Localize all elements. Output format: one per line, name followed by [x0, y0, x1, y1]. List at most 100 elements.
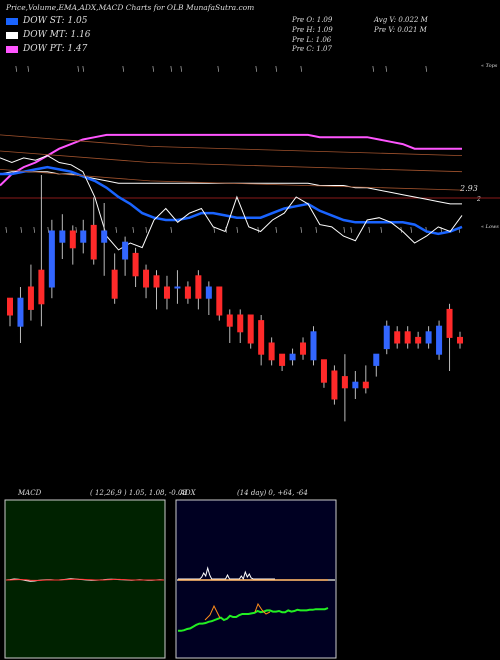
- top-marker: \: [15, 65, 17, 73]
- candle-body: [237, 314, 244, 333]
- series-line-price: [0, 155, 463, 251]
- low-marker: \: [33, 226, 35, 234]
- candle-body: [216, 286, 223, 316]
- top-marker: \: [425, 65, 427, 73]
- candle-body: [425, 331, 432, 344]
- candle-body: [101, 230, 108, 243]
- adx-params: (14 day) 0, +64, -64: [237, 489, 308, 497]
- candle-body: [69, 230, 76, 249]
- candle-body: [48, 230, 55, 288]
- legend-dow-pt-label: DOW PT: 1.47: [23, 44, 88, 54]
- tops-label: « Tops: [481, 63, 498, 69]
- adx-orange-accent: [254, 602, 271, 615]
- top-marker: \: [275, 65, 277, 73]
- series-line-dow-pt: [0, 133, 462, 187]
- stat-prev-low: Pre L: 1.06: [292, 36, 332, 44]
- low-marker: \: [5, 226, 7, 234]
- candle-body: [195, 275, 202, 299]
- legend-dow-mt-swatch: [6, 31, 18, 39]
- low-marker: \: [47, 226, 49, 234]
- low-marker: \: [213, 226, 215, 234]
- candle-body: [415, 336, 422, 344]
- top-marker: \: [152, 65, 154, 73]
- stat-prev-high: Pre H: 1.09: [292, 26, 333, 34]
- stat-avg-volume: Avg V: 0.022 M: [374, 16, 428, 24]
- candle-body: [320, 359, 327, 383]
- low-marker: \: [170, 226, 172, 234]
- legend-dow-mt-label: DOW MT: 1.16: [23, 30, 91, 40]
- top-marker: \: [77, 65, 79, 73]
- candle-body: [90, 224, 97, 260]
- candle-body: [184, 286, 191, 299]
- adx-line-plusminus-di: [178, 566, 275, 581]
- low-marker: \: [275, 226, 277, 234]
- top-marker: \: [122, 65, 124, 73]
- series-line-dow-st: [0, 165, 463, 236]
- low-marker: \: [225, 226, 227, 234]
- candle-body: [59, 230, 66, 243]
- low-marker: \: [20, 226, 22, 234]
- macd-params: ( 12,26,9 ) 1.05, 1.08, -0.03: [90, 489, 187, 497]
- top-marker: \: [170, 65, 172, 73]
- candle-body: [373, 353, 380, 366]
- candle-body: [279, 353, 286, 366]
- candle-body: [457, 336, 463, 344]
- price-last-value: 2.93: [460, 184, 478, 193]
- macd-title: MACD: [18, 489, 42, 497]
- low-marker: \: [115, 226, 117, 234]
- legend-dow-pt: DOW PT: 1.47: [6, 44, 87, 54]
- candle-body: [38, 269, 45, 305]
- ema-guide-line: [0, 169, 463, 191]
- legend-dow-pt-swatch: [6, 45, 18, 53]
- candle-body: [111, 269, 118, 299]
- low-marker: \: [368, 226, 370, 234]
- low-marker: \: [300, 226, 302, 234]
- candle-body: [205, 286, 212, 299]
- top-marker: \: [385, 65, 387, 73]
- candle-body: [27, 286, 34, 310]
- candle-body: [404, 331, 411, 344]
- candle-body: [122, 241, 129, 260]
- candle-body: [436, 325, 443, 355]
- lows-label: « Lows: [481, 224, 499, 230]
- candle-body: [362, 381, 369, 389]
- top-marker: \: [255, 65, 257, 73]
- candle-body: [174, 286, 181, 289]
- low-marker: \: [410, 226, 412, 234]
- candle-body: [446, 308, 453, 338]
- top-marker: \: [180, 65, 182, 73]
- low-marker: \: [380, 226, 382, 234]
- low-marker: \: [257, 226, 259, 234]
- candle-body: [143, 269, 150, 288]
- top-marker: \: [372, 65, 374, 73]
- low-marker: \: [440, 226, 442, 234]
- candle-body: [341, 376, 348, 389]
- adx-line-adx: [178, 607, 329, 632]
- candle-body: [268, 342, 275, 361]
- candle-body: [289, 353, 296, 361]
- candle-body: [163, 286, 170, 299]
- candle-body: [132, 252, 139, 277]
- candle-body: [17, 297, 24, 327]
- top-marker: \: [82, 65, 84, 73]
- candle-body: [331, 370, 338, 400]
- adx-orange-accent: [204, 604, 221, 621]
- low-marker: \: [236, 226, 238, 234]
- low-marker: \: [132, 226, 134, 234]
- candle-body: [7, 297, 13, 316]
- adx-title: ADX: [180, 489, 196, 497]
- top-marker: \: [300, 65, 302, 73]
- low-marker: \: [458, 226, 460, 234]
- low-marker: \: [145, 226, 147, 234]
- low-marker: \: [315, 226, 317, 234]
- candle-body: [80, 230, 87, 243]
- candle-body: [310, 331, 317, 361]
- candle-body: [153, 275, 160, 288]
- macd-line-signal: [6, 578, 164, 581]
- candle-body: [300, 342, 307, 355]
- low-marker: \: [350, 226, 352, 234]
- ema-guide-line: [0, 134, 463, 156]
- legend-dow-mt: DOW MT: 1.16: [6, 30, 91, 40]
- legend-dow-st: DOW ST: 1.05: [6, 16, 88, 26]
